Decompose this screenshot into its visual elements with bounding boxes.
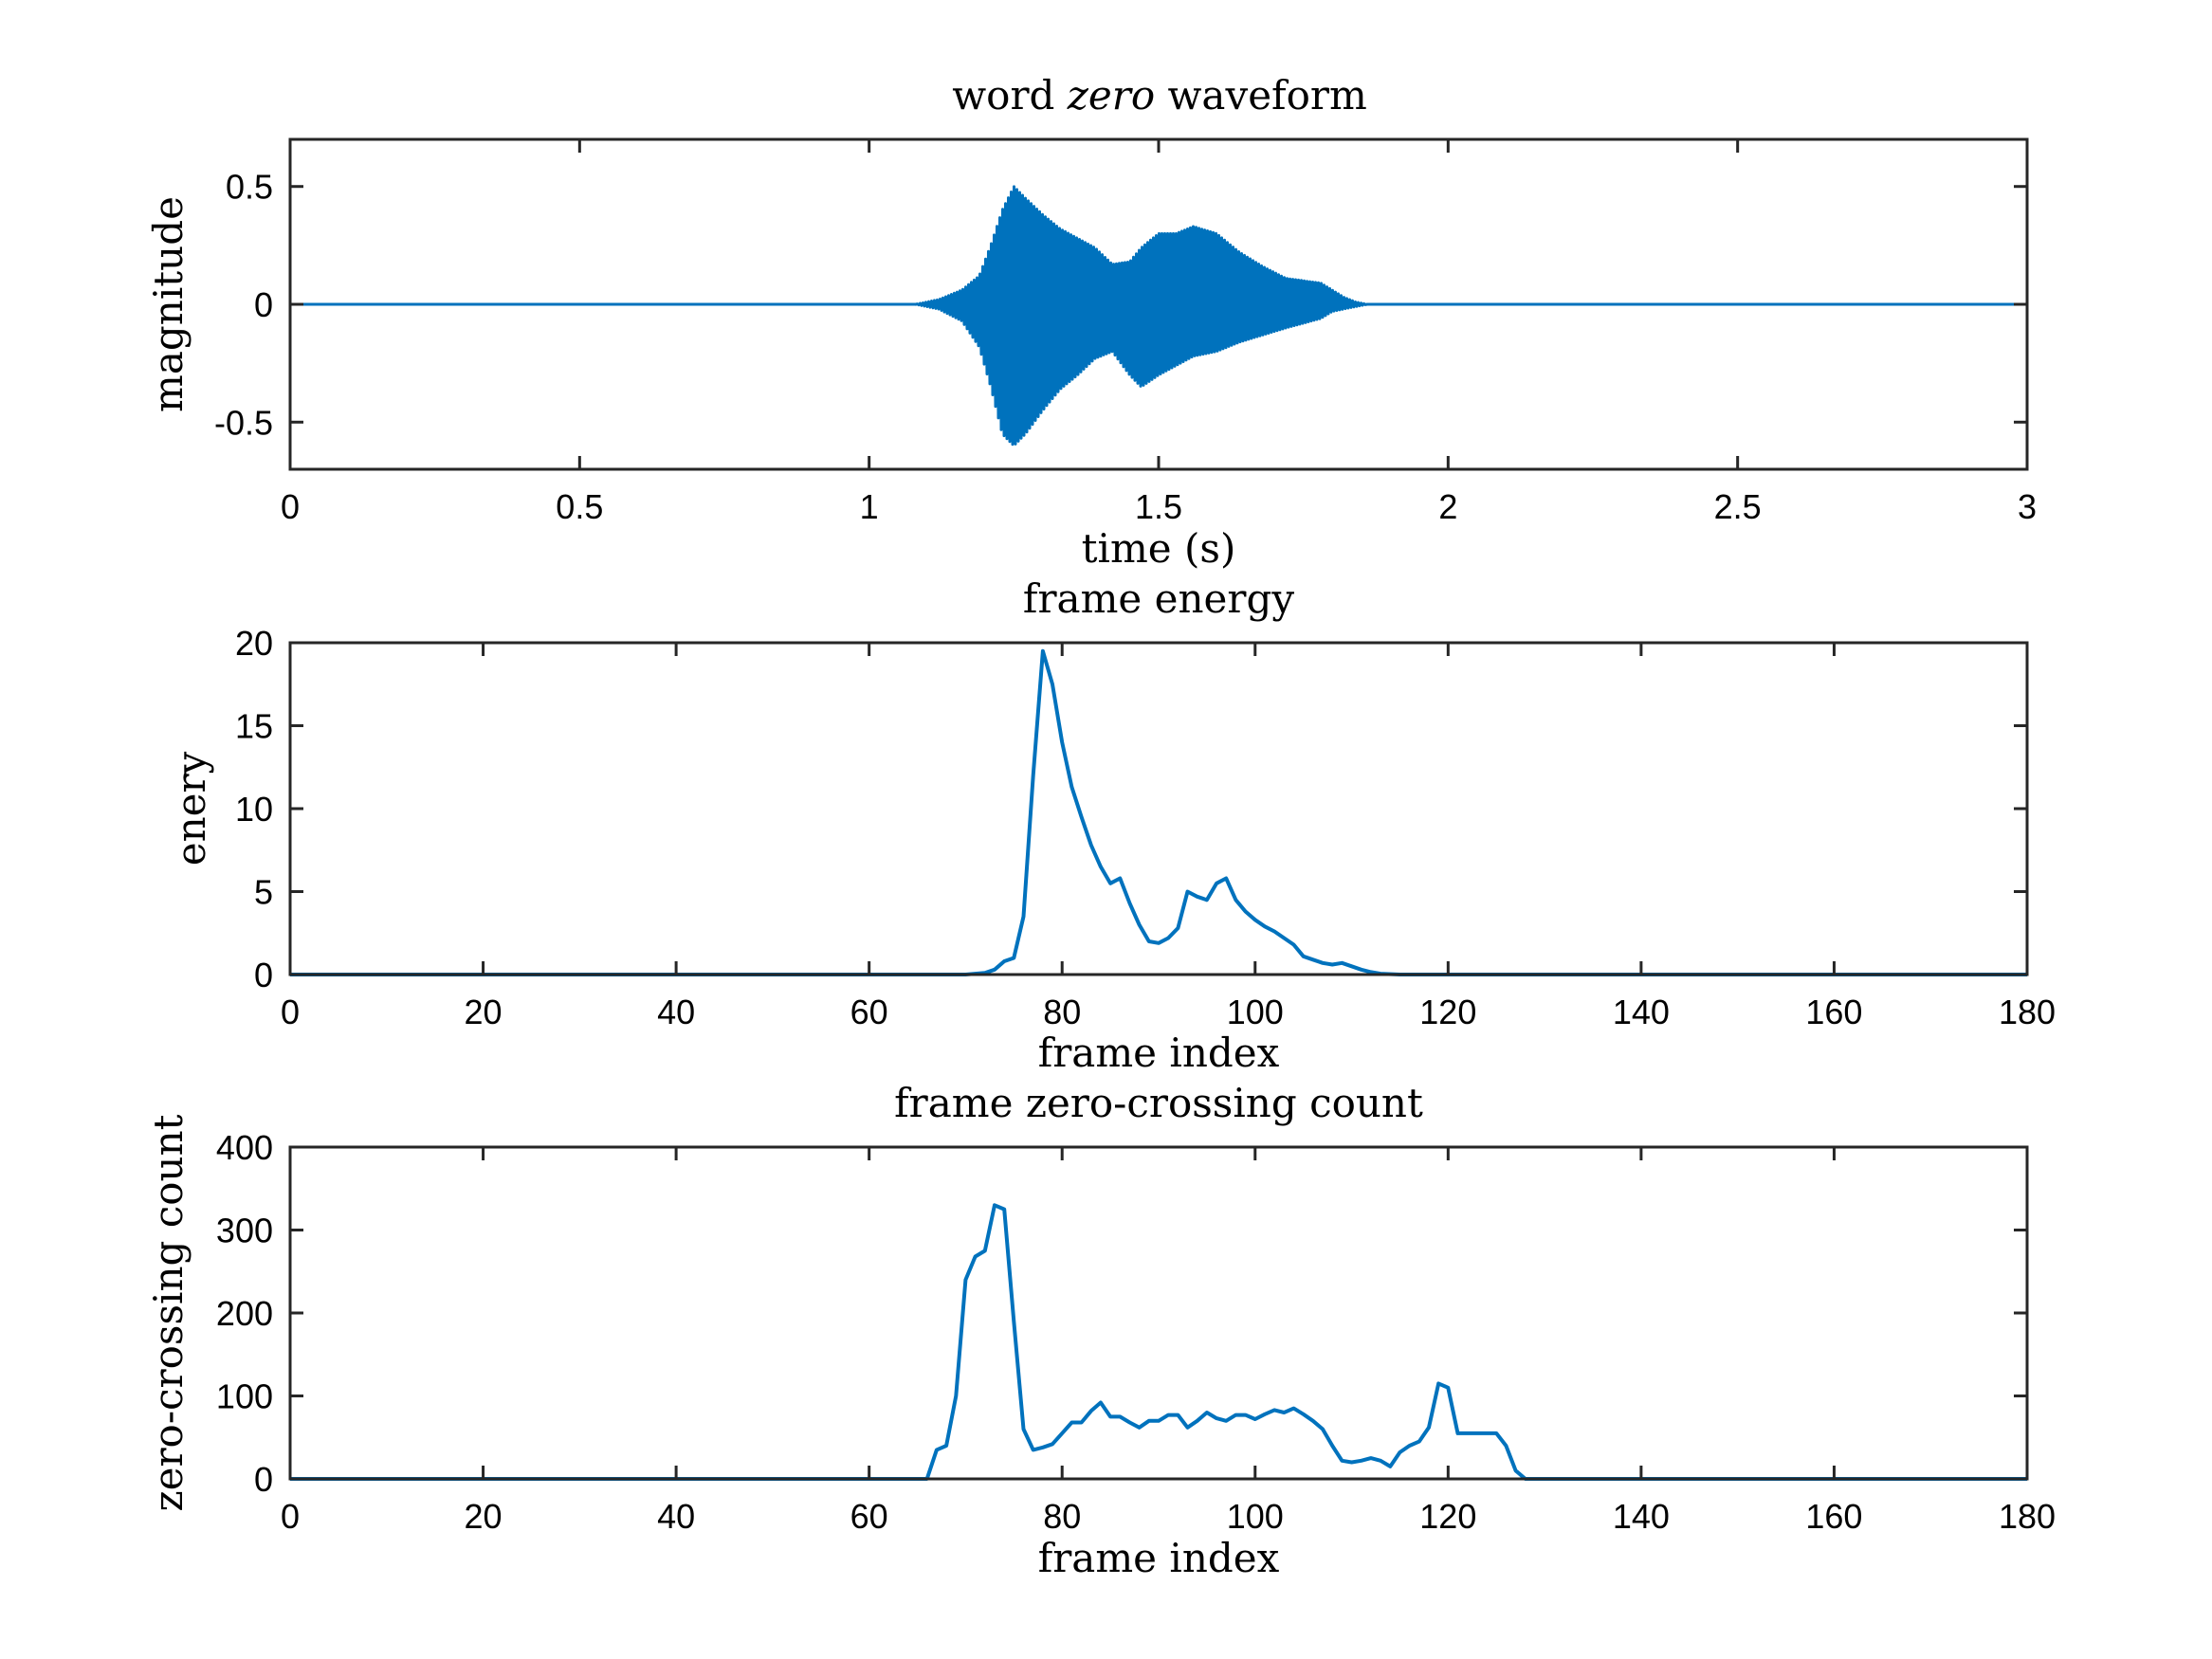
waveform-panel: word zero waveform 0 0.5 1 1.5 2 2.5 3 0.5 0 -0.5… (145, 72, 2037, 572)
energy-ytick-label: 5 (254, 873, 273, 912)
zcr-xtick-label: 180 (1999, 1497, 2056, 1536)
waveform-title-part-2: zero (1067, 72, 1155, 118)
waveform-ticks: 0 0.5 1 1.5 2 2.5 3 0.5 0 -0.5 (214, 139, 2037, 526)
energy-xtick-label: 0 (281, 993, 300, 1031)
zcr-ytick-label: 100 (216, 1377, 273, 1416)
energy-xtick-label: 40 (657, 993, 695, 1031)
zcr-xtick-label: 80 (1043, 1497, 1081, 1536)
zcr-xtick-label: 60 (850, 1497, 888, 1536)
energy-panel: frame energy 0 20 40 60 80 100 120 140 160 180 0 5 1… (168, 575, 2056, 1076)
waveform-series-line (290, 185, 2027, 447)
waveform-title-part-3: waveform (1155, 72, 1367, 118)
waveform-xlabel: time (s) (1082, 525, 1236, 572)
energy-ytick-label: 15 (235, 707, 273, 746)
energy-title: frame energy (1023, 575, 1294, 622)
energy-ytick-label: 10 (235, 790, 273, 829)
waveform-xtick-label: 1.5 (1135, 487, 1182, 526)
zcr-ticks: 0 20 40 60 80 100 120 140 160 180 0 100 200 300 400 (216, 1128, 2056, 1536)
zcr-title: frame zero-crossing count (894, 1080, 1423, 1126)
zcr-plot-area (290, 1203, 2027, 1481)
energy-ticks: 0 20 40 60 80 100 120 140 160 180 0 5 10 15 20 (235, 624, 2056, 1031)
waveform-xtick-label: 0.5 (556, 487, 603, 526)
waveform-title: word zero waveform (952, 72, 1367, 118)
zcr-ytick-label: 200 (216, 1294, 273, 1333)
zcr-ytick-label: 300 (216, 1212, 273, 1250)
zcr-xtick-label: 120 (1419, 1497, 1476, 1536)
energy-xtick-label: 180 (1999, 993, 2056, 1031)
waveform-xtick-label: 0 (281, 487, 300, 526)
waveform-ytick-label: 0 (254, 285, 273, 324)
zcr-xtick-label: 100 (1227, 1497, 1284, 1536)
waveform-xtick-label: 2 (1438, 487, 1457, 526)
energy-plot-area (290, 648, 2027, 976)
energy-xtick-label: 120 (1419, 993, 1476, 1031)
waveform-xtick-label: 2.5 (1714, 487, 1762, 526)
energy-xtick-label: 100 (1227, 993, 1284, 1031)
energy-xtick-label: 80 (1043, 993, 1081, 1031)
zcr-xtick-label: 140 (1613, 1497, 1670, 1536)
zcr-series-line (290, 1203, 2027, 1481)
waveform-ytick-label: -0.5 (214, 403, 273, 442)
energy-series-line (290, 648, 2027, 976)
zcr-xtick-label: 20 (465, 1497, 503, 1536)
waveform-plot-area (290, 185, 2027, 447)
energy-xtick-label: 160 (1805, 993, 1862, 1031)
energy-xlabel: frame index (1038, 1030, 1280, 1076)
zcr-xtick-label: 40 (657, 1497, 695, 1536)
energy-ytick-label: 20 (235, 624, 273, 663)
energy-xtick-label: 20 (465, 993, 503, 1031)
energy-xtick-label: 140 (1613, 993, 1670, 1031)
zcr-ylabel: zero-crossing count (145, 1114, 192, 1511)
waveform-ytick-label: 0.5 (226, 168, 273, 207)
zcr-xtick-label: 160 (1805, 1497, 1862, 1536)
zcr-ytick-label: 400 (216, 1128, 273, 1167)
energy-xtick-label: 60 (850, 993, 888, 1031)
waveform-ylabel: magnitude (145, 196, 192, 412)
waveform-title-part-1: word (952, 72, 1068, 118)
waveform-xtick-label: 1 (860, 487, 879, 526)
zcr-panel: frame zero-crossing count 0 20 40 60 80 100 12… (145, 1080, 2056, 1581)
zcr-ytick-label: 0 (254, 1460, 273, 1499)
energy-ylabel: enery (168, 751, 214, 866)
energy-ytick-label: 0 (254, 956, 273, 994)
zcr-xtick-label: 0 (281, 1497, 300, 1536)
waveform-xtick-label: 3 (2018, 487, 2037, 526)
zcr-xlabel: frame index (1038, 1535, 1280, 1581)
